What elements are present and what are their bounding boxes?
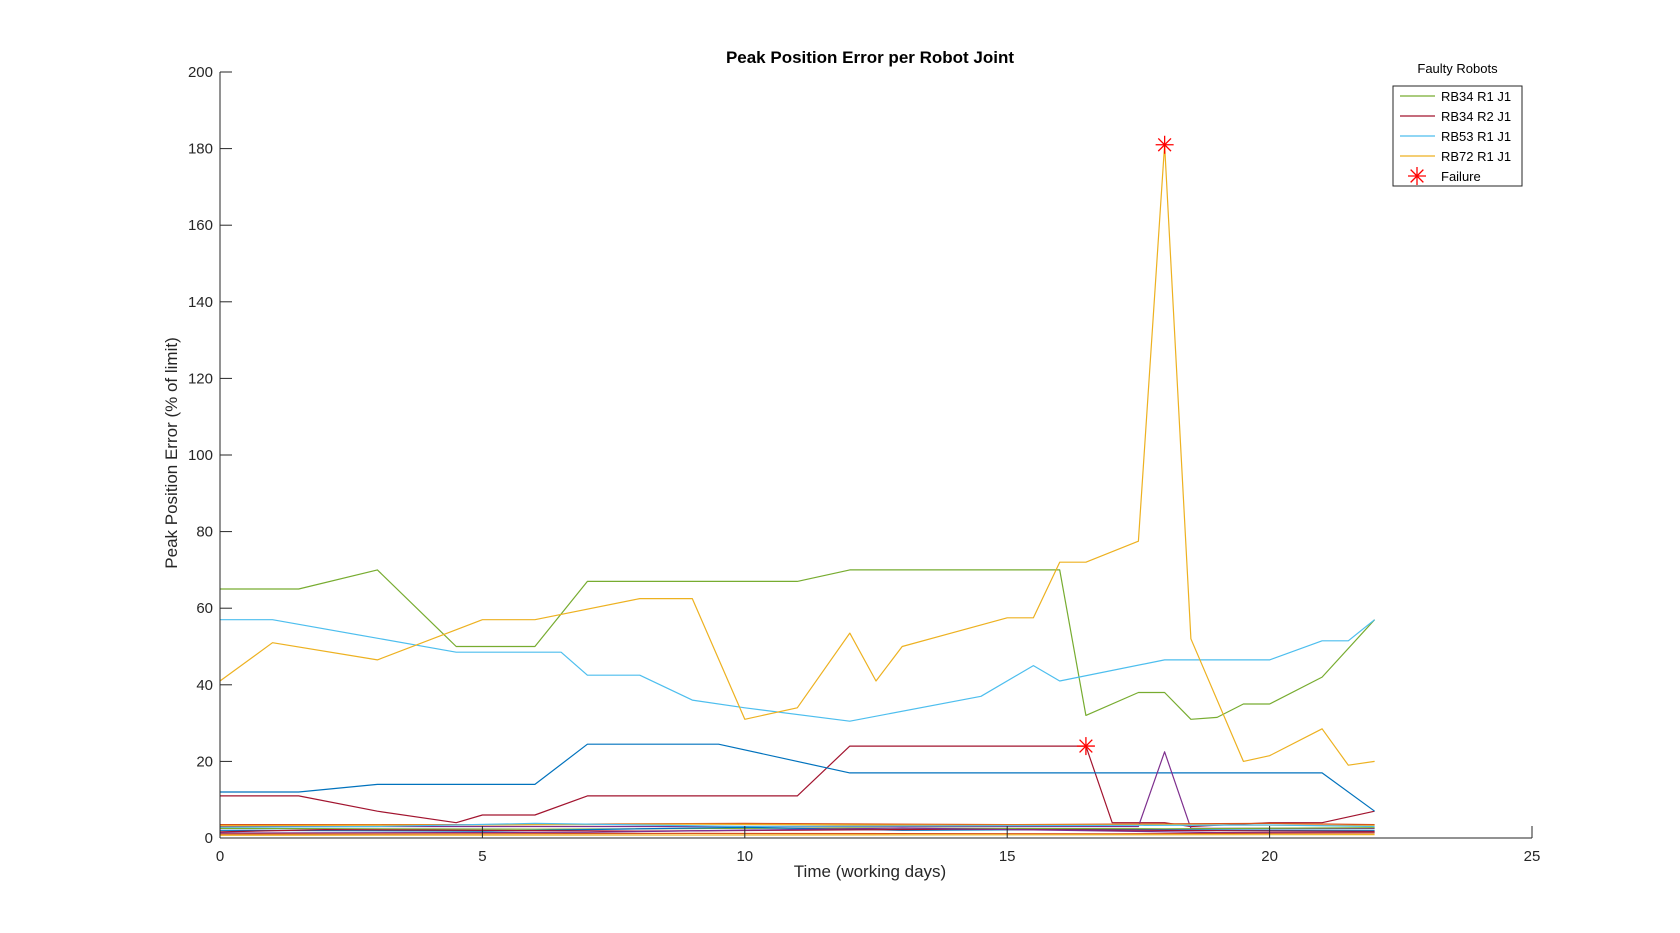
legend-title: Faulty Robots	[1417, 61, 1498, 76]
legend-label-1: RB34 R2 J1	[1441, 109, 1511, 124]
legend-label-3: RB72 R1 J1	[1441, 149, 1511, 164]
y-tick-label-9: 180	[188, 141, 213, 158]
y-tick-label-10: 200	[188, 64, 213, 81]
legend-label-0: RB34 R1 J1	[1441, 89, 1511, 104]
legend-label-2: RB53 R1 J1	[1441, 129, 1511, 144]
series-line-13	[219, 832, 1375, 835]
series-line-14	[219, 833, 1375, 836]
legend-item-3: RB72 R1 J1	[1400, 149, 1511, 164]
failure-markers	[1076, 135, 1174, 756]
y-tick-label-3: 60	[196, 600, 213, 617]
legend: Faulty Robots RB34 R1 J1 RB34 R2 J1 RB53 R1…	[1392, 61, 1523, 187]
legend-item-4: Failure	[1408, 167, 1481, 185]
x-tick-label-5: 25	[1524, 848, 1541, 865]
y-tick-label-0: 0	[205, 830, 213, 847]
y-tick-label-8: 160	[188, 217, 213, 234]
axes: 0 5 10 15 20 25 0 20 40 60 80 100 120 140 160 180 200	[188, 64, 1540, 865]
x-tick-label-1: 5	[478, 848, 486, 865]
legend-swatch-4	[1408, 167, 1426, 185]
y-tick-label-2: 40	[196, 677, 213, 694]
x-axis-label: Time (working days)	[794, 862, 946, 881]
legend-item-1: RB34 R2 J1	[1400, 109, 1511, 124]
series-line-9	[219, 827, 1375, 830]
series-line-1	[220, 745, 1375, 828]
y-tick-label-5: 100	[188, 447, 213, 464]
series-lines	[219, 144, 1376, 836]
failure-marker-0	[1076, 737, 1095, 756]
x-tick-label-0: 0	[216, 848, 224, 865]
chart-title: Peak Position Error per Robot Joint	[726, 48, 1014, 67]
legend-label-4: Failure	[1441, 169, 1481, 184]
series-line-2	[220, 619, 1375, 722]
x-tick-label-2: 10	[736, 848, 753, 865]
failure-marker-1	[1155, 135, 1174, 154]
y-tick-label-7: 140	[188, 294, 213, 311]
series-line-3	[219, 144, 1375, 766]
x-tick-label-4: 20	[1261, 848, 1278, 865]
y-tick-label-1: 20	[196, 753, 213, 770]
legend-item-0: RB34 R1 J1	[1400, 89, 1511, 104]
x-tick-label-3: 15	[999, 848, 1016, 865]
series-line-4	[220, 743, 1375, 812]
series-line-0	[220, 569, 1376, 720]
series-line-5	[220, 751, 1375, 830]
y-axis-label: Peak Position Error (% of limit)	[162, 337, 181, 568]
y-tick-label-6: 120	[188, 370, 213, 387]
y-tick-label-4: 80	[196, 524, 213, 541]
legend-item-2: RB53 R1 J1	[1400, 129, 1511, 144]
